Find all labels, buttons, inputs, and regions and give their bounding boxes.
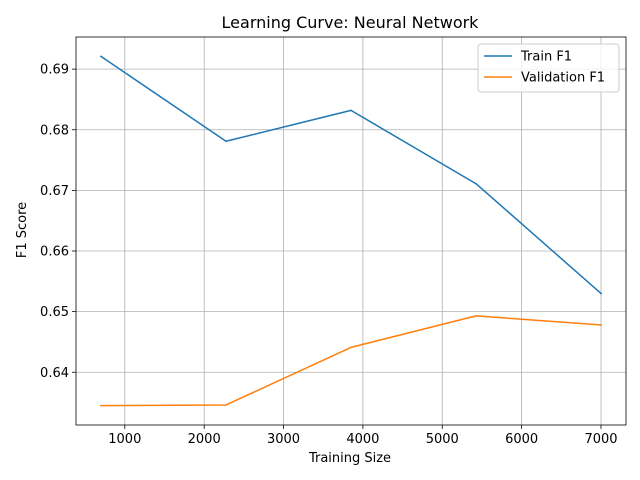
data-point-train-f1 <box>600 292 602 295</box>
y-tick-label: 0.67 <box>40 184 69 199</box>
x-axis-ticks: 1000 2000 3000 4000 5000 6000 7000 <box>108 425 618 447</box>
data-point-validation-f1 <box>225 404 227 406</box>
x-tick-label: 6000 <box>505 432 538 447</box>
legend-label: Train F1 <box>520 50 572 65</box>
x-tick-label: 2000 <box>188 432 221 447</box>
data-point-validation-f1 <box>600 324 602 326</box>
plot-frame <box>75 36 627 426</box>
y-tick-label: 0.69 <box>40 63 69 78</box>
y-tick-label: 0.66 <box>40 245 69 260</box>
y-tick-label: 0.68 <box>40 123 69 138</box>
y-tick-label: 0.64 <box>40 366 69 381</box>
y-axis-ticks: 0.64 0.65 0.66 0.67 0.68 0.69 <box>40 63 76 381</box>
x-tick-label: 3000 <box>267 432 300 447</box>
series-lines <box>99 55 603 407</box>
grid <box>76 37 626 425</box>
legend: Train F1 Validation F1 <box>477 43 620 93</box>
data-point-validation-f1 <box>350 346 352 349</box>
x-tick-label: 1000 <box>108 432 141 447</box>
x-tick-label: 5000 <box>426 432 459 447</box>
y-tick-label: 0.65 <box>40 305 69 320</box>
x-axis-label: Training Size <box>308 451 391 466</box>
chart-title: Learning Curve: Neural Network <box>222 13 480 32</box>
data-point-train-f1 <box>225 140 227 143</box>
data-point-validation-f1 <box>100 404 102 407</box>
data-point-validation-f1 <box>475 315 477 317</box>
legend-label: Validation F1 <box>521 71 605 86</box>
data-point-train-f1 <box>350 109 352 112</box>
x-tick-label: 4000 <box>346 432 379 447</box>
legend-box <box>477 43 620 93</box>
x-tick-label: 7000 <box>584 432 617 447</box>
data-point-train-f1 <box>475 182 477 185</box>
data-point-train-f1 <box>100 55 102 58</box>
y-axis-label: F1 Score <box>15 202 30 258</box>
